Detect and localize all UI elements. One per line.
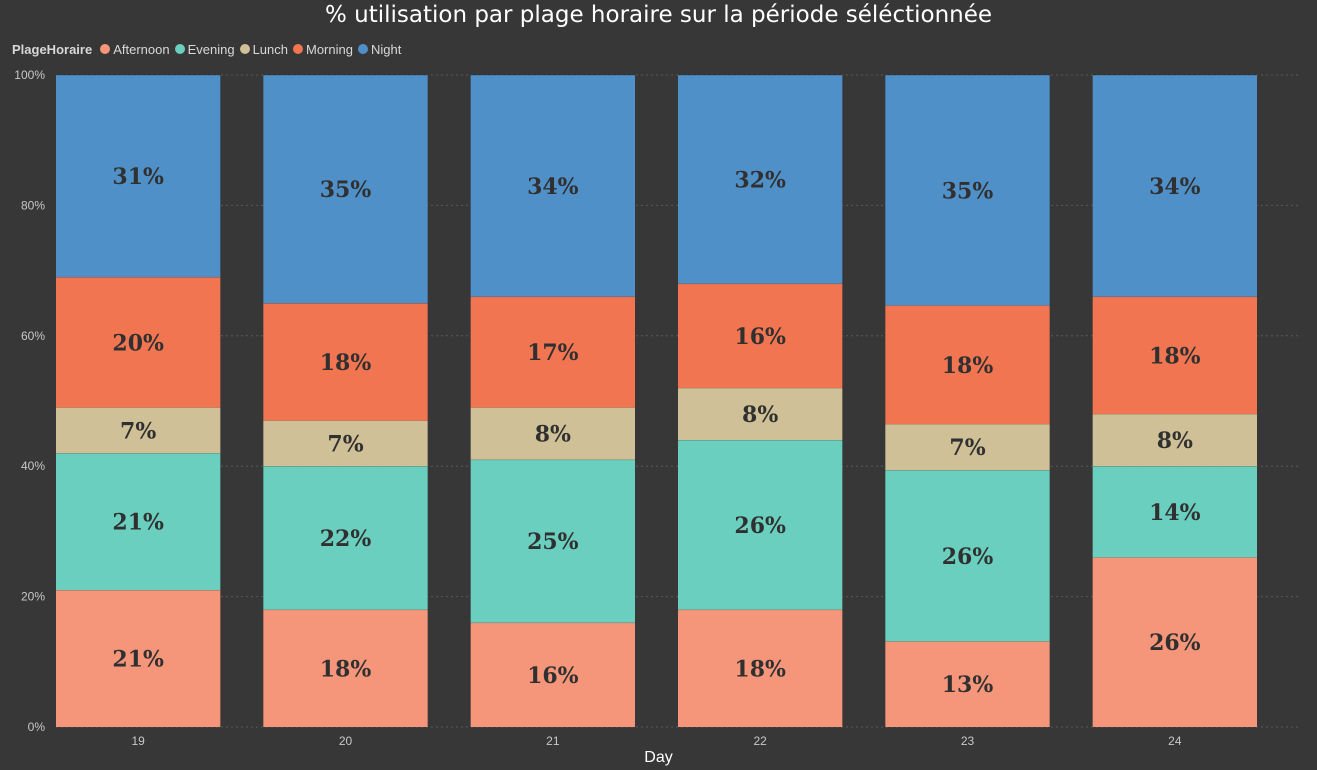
bar-segment-night-21[interactable] (470, 75, 635, 297)
data-label: 13% (942, 672, 994, 698)
bar-segment-afternoon-20[interactable] (263, 609, 428, 727)
y-tick-label: 60% (21, 329, 45, 343)
y-tick-label: 20% (21, 590, 45, 604)
data-label: 26% (734, 513, 786, 539)
bar-segment-afternoon-19[interactable] (56, 590, 221, 727)
data-label: 18% (942, 353, 994, 379)
bar-segment-night-19[interactable] (56, 75, 221, 278)
legend-swatch-icon (357, 44, 368, 54)
legend-title: PlageHoraire (12, 41, 93, 57)
legend-item-morning[interactable]: Morning (292, 41, 353, 57)
x-tick-label: 23 (961, 734, 975, 748)
data-label: 21% (112, 510, 164, 536)
x-tick-label: 21 (546, 734, 560, 748)
legend-item-lunch[interactable]: Lunch (239, 41, 288, 57)
data-label: 7% (327, 431, 363, 457)
legend-swatch-icon (100, 44, 111, 54)
x-tick-label: 24 (1168, 734, 1182, 748)
bar-segment-evening-20[interactable] (263, 466, 428, 610)
data-label: 7% (949, 435, 985, 461)
x-tick-label: 19 (131, 734, 145, 748)
data-label: 18% (1149, 343, 1201, 369)
bar-segment-morning-24[interactable] (1092, 296, 1257, 415)
data-label: 20% (112, 330, 164, 356)
data-label: 25% (527, 529, 579, 555)
data-label: 18% (320, 350, 372, 376)
data-label: 8% (742, 402, 778, 428)
bar-segment-morning-22[interactable] (678, 283, 843, 388)
legend-label: Afternoon (113, 41, 170, 57)
y-tick-label: 40% (21, 459, 45, 473)
y-tick-label: 0% (28, 720, 46, 734)
data-label: 21% (112, 647, 164, 673)
data-label: 35% (320, 177, 372, 203)
legend-swatch-icon (292, 44, 303, 54)
legend-label: Night (370, 41, 402, 57)
x-tick-label: 20 (339, 734, 353, 748)
bar-segment-lunch-24[interactable] (1092, 414, 1257, 467)
data-label: 26% (1149, 630, 1201, 656)
y-tick-label: 80% (21, 198, 45, 212)
data-label: 14% (1149, 500, 1201, 526)
legend-label: Lunch (252, 41, 288, 57)
legend-swatch-icon (239, 44, 250, 54)
bar-segment-night-20[interactable] (263, 75, 428, 304)
chart-title: % utilisation par plage horaire sur la p… (324, 2, 993, 28)
y-tick-label: 100% (14, 68, 45, 82)
data-label: 31% (112, 164, 164, 190)
data-label: 26% (942, 544, 994, 570)
bar-segment-lunch-20[interactable] (263, 420, 428, 467)
bar-segment-night-24[interactable] (1092, 75, 1257, 297)
bar-segment-lunch-23[interactable] (885, 424, 1050, 471)
bar-segment-evening-19[interactable] (56, 453, 221, 591)
data-label: 18% (320, 656, 372, 682)
bar-segment-morning-23[interactable] (885, 305, 1050, 425)
legend: PlageHoraire Afternoon Evening Lunch Mornin… (12, 40, 406, 58)
bar-segment-lunch-22[interactable] (678, 387, 843, 441)
data-label: 16% (527, 663, 579, 689)
data-label: 7% (120, 418, 156, 444)
bar-segment-afternoon-23[interactable] (885, 641, 1050, 727)
bar-segment-lunch-19[interactable] (56, 407, 221, 454)
legend-item-evening[interactable]: Evening (174, 41, 235, 57)
bar-segment-afternoon-22[interactable] (678, 609, 843, 727)
bar-segment-afternoon-21[interactable] (470, 622, 635, 727)
bar-segment-afternoon-24[interactable] (1092, 557, 1257, 727)
x-tick-label: 22 (753, 734, 767, 748)
legend-item-night[interactable]: Night (357, 41, 402, 57)
bar-segment-evening-23[interactable] (885, 470, 1050, 642)
bar-segment-morning-19[interactable] (56, 277, 221, 408)
data-label: 8% (535, 422, 571, 448)
data-label: 18% (734, 656, 786, 682)
data-label: 34% (1149, 174, 1201, 200)
x-axis-title: Day (644, 749, 673, 766)
legend-item-afternoon[interactable]: Afternoon (100, 41, 170, 57)
bar-segment-evening-22[interactable] (678, 440, 843, 610)
bar-segment-night-22[interactable] (678, 75, 843, 284)
data-label: 22% (320, 526, 372, 552)
data-label: 16% (734, 324, 786, 350)
data-label: 32% (734, 167, 786, 193)
data-label: 8% (1157, 428, 1193, 454)
data-label: 17% (527, 340, 579, 366)
data-label: 34% (527, 174, 579, 200)
legend-label: Morning (305, 41, 353, 57)
legend-swatch-icon (174, 44, 185, 54)
bar-segment-morning-21[interactable] (470, 296, 635, 408)
legend-label: Evening (187, 41, 235, 57)
bar-segment-evening-21[interactable] (470, 459, 635, 623)
bar-segment-lunch-21[interactable] (470, 407, 635, 460)
bar-segment-morning-20[interactable] (263, 303, 428, 421)
bar-segment-evening-24[interactable] (1092, 466, 1257, 558)
bar-segment-night-23[interactable] (885, 75, 1050, 306)
data-label: 35% (942, 178, 994, 204)
